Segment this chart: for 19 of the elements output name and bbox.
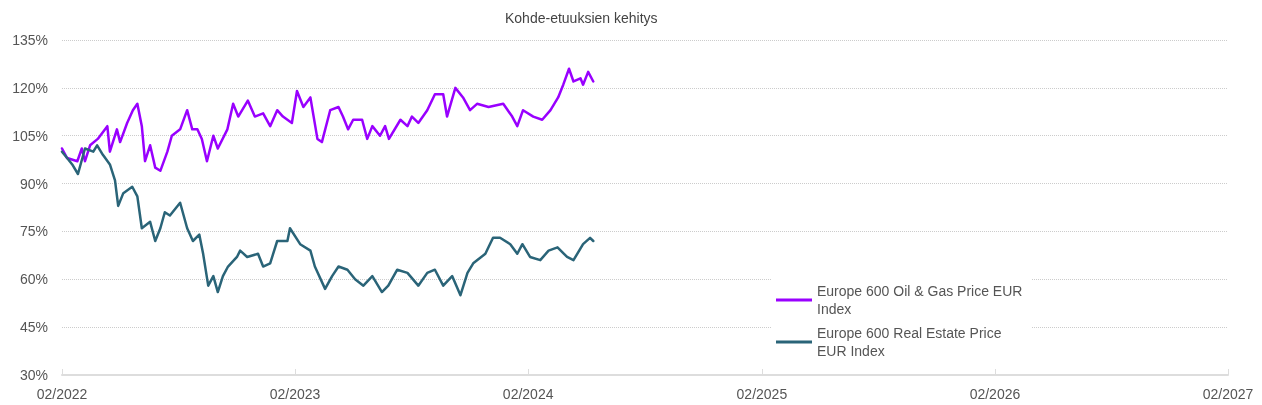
x-tick-label: 02/2022 xyxy=(36,386,88,402)
x-tick-label: 02/2024 xyxy=(502,386,554,402)
x-tick-label: 02/2023 xyxy=(269,386,321,402)
y-tick-label: 90% xyxy=(19,175,48,192)
chart-title: Kohde-etuuksien kehitys xyxy=(505,10,658,26)
line-series xyxy=(60,144,595,297)
y-tick-label: 30% xyxy=(19,367,48,383)
legend-label: Europe 600 Real Estate Price EUR Index xyxy=(817,325,1006,359)
y-tick-label: 135% xyxy=(12,32,48,48)
y-tick-label: 45% xyxy=(19,319,48,336)
x-tick-label: 02/2027 xyxy=(1202,386,1254,402)
y-tick-label: 120% xyxy=(12,79,48,96)
y-tick-label: 105% xyxy=(12,127,48,144)
line-series xyxy=(60,67,595,173)
y-tick-label: 60% xyxy=(19,271,48,288)
x-tick-label: 02/2026 xyxy=(969,386,1021,402)
x-tick-label: 02/2025 xyxy=(736,386,788,402)
y-tick-label: 75% xyxy=(19,223,48,240)
legend-label: Europe 600 Oil & Gas Price EUR Index xyxy=(817,283,1027,317)
